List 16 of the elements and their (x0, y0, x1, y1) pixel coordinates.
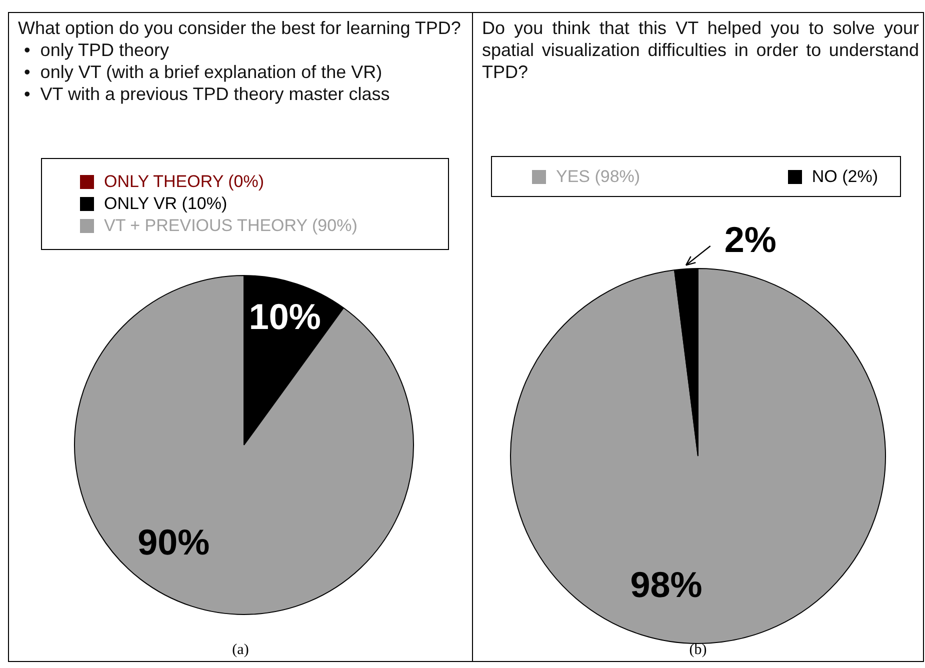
chart-title: What option do you consider the best for learning TPD? (18, 17, 462, 39)
text: • VT with a previous TPD theory master class (24, 83, 391, 105)
data-label: 2% (724, 218, 776, 260)
data-label: 98% (630, 564, 702, 606)
data-label: 10% (248, 296, 321, 338)
legend-label: NO (2%) (812, 166, 878, 188)
legend-label: ONLY THEORY (0%) (104, 171, 264, 193)
legend-label: VT + PREVIOUS THEORY (90%) (104, 215, 358, 237)
data-label: 90% (138, 522, 210, 563)
text: (b) (688, 642, 708, 659)
legend-label: YES (98%) (556, 166, 640, 188)
text: • only TPD theory (24, 39, 170, 61)
legend-label: ONLY VR (10%) (104, 193, 228, 215)
text: • only VT (with a brief explanation of the VR) (24, 61, 384, 83)
chart-title: Do you think that this VT helped you to solve your spatial visualization difficulties in order to understand TPD? (482, 17, 919, 83)
text: (a) (231, 642, 250, 659)
